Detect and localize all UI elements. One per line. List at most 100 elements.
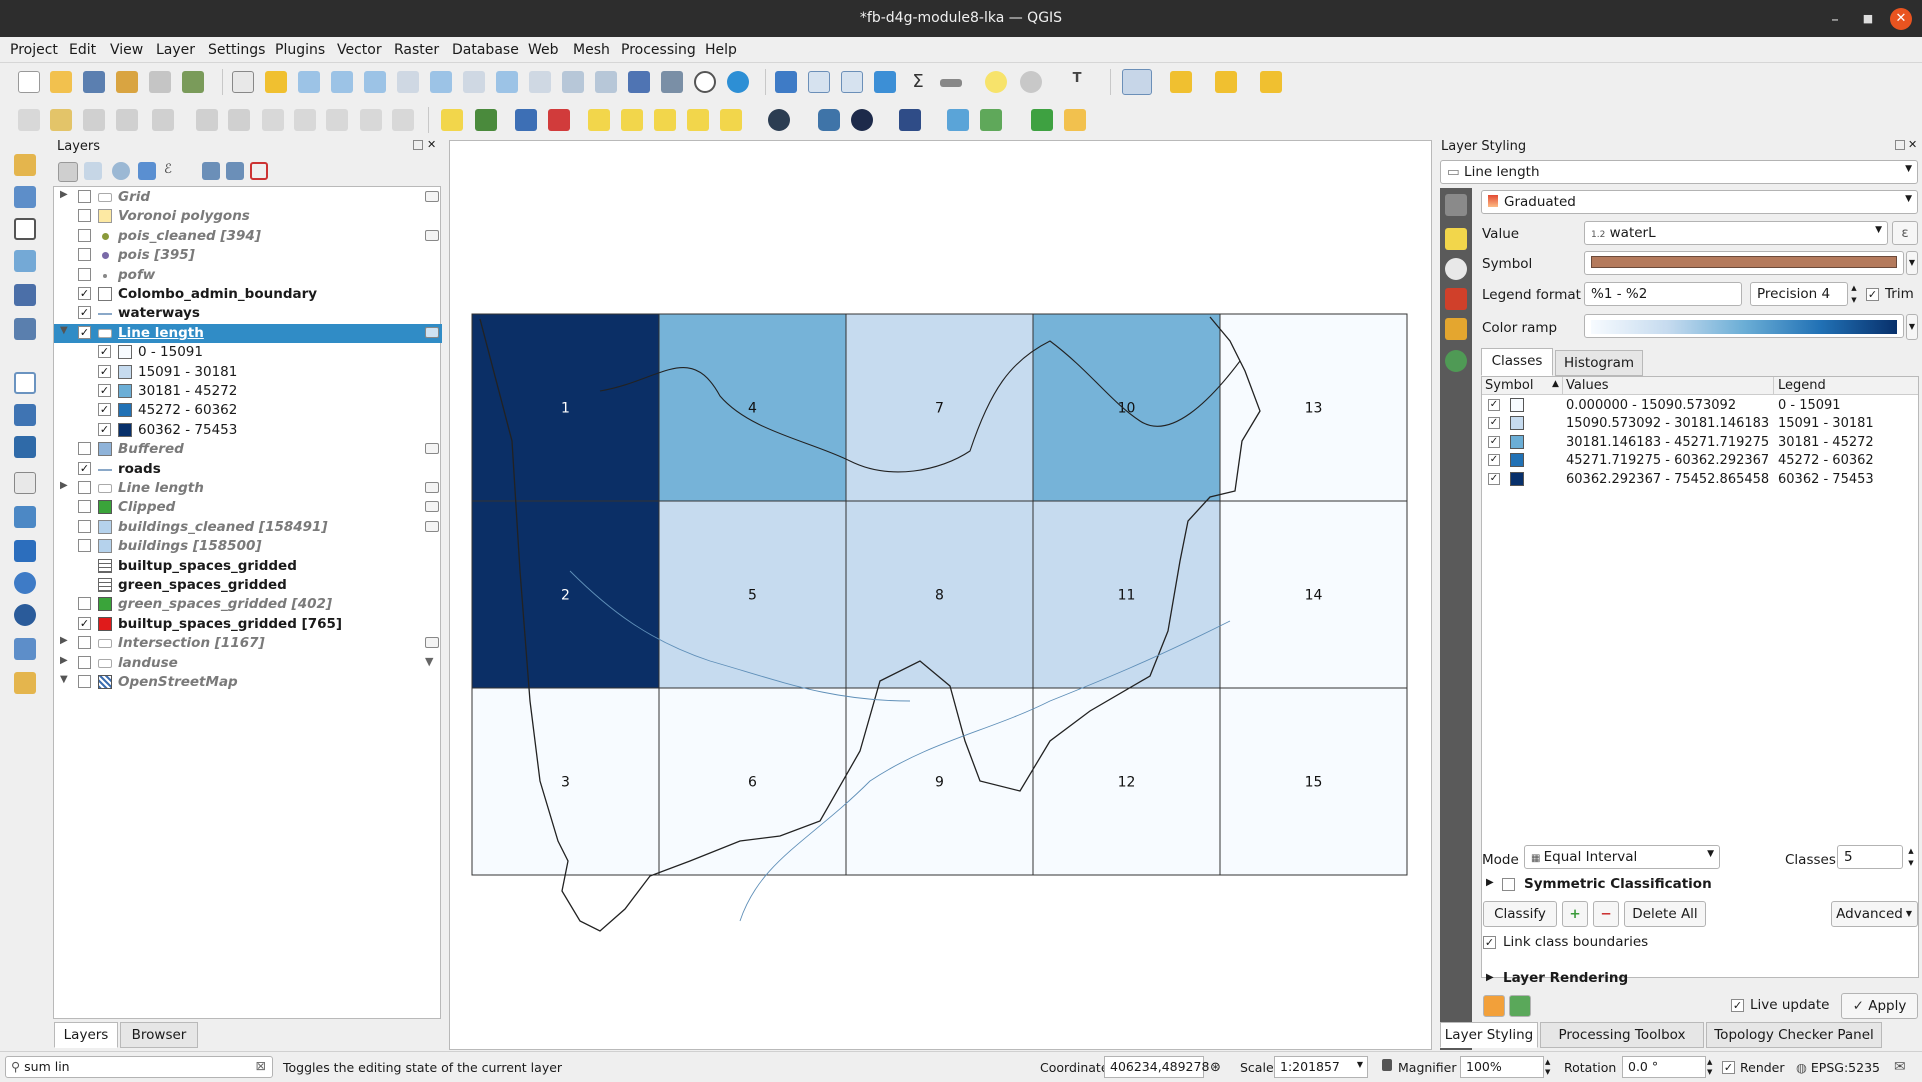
- statistics-icon[interactable]: Σ: [912, 71, 924, 92]
- undo-icon[interactable]: [360, 109, 382, 131]
- python-console-icon[interactable]: [818, 109, 840, 131]
- menu-processing[interactable]: Processing: [621, 42, 696, 58]
- class-visibility-checkbox[interactable]: ✓: [98, 403, 111, 417]
- text-annotation-icon[interactable]: T: [1072, 71, 1082, 86]
- measure-icon[interactable]: [940, 79, 962, 87]
- open-project-icon[interactable]: [50, 71, 72, 93]
- toggle-editing-icon[interactable]: [50, 109, 72, 131]
- tab-layers[interactable]: Layers: [54, 1022, 118, 1048]
- class-visibility-checkbox[interactable]: ✓: [98, 364, 111, 378]
- expand-rendering-icon[interactable]: ▶: [1486, 972, 1494, 983]
- new-3d-view-icon[interactable]: [595, 71, 617, 93]
- layer-item[interactable]: ✓ waterways: [54, 304, 442, 323]
- diagrams-icon[interactable]: [1445, 318, 1467, 340]
- mode-select[interactable]: ▦ Equal Interval ▼: [1524, 845, 1720, 869]
- add-mesh-icon[interactable]: [14, 250, 36, 272]
- class-row-swatch[interactable]: [1510, 471, 1524, 486]
- minimize-icon[interactable]: –: [1831, 10, 1839, 28]
- globe-plugin-icon[interactable]: [851, 109, 873, 131]
- modify-attributes-icon[interactable]: [196, 109, 218, 131]
- layer-item[interactable]: ✓ Colombo_admin_boundary: [54, 285, 442, 304]
- expand-arrow-icon[interactable]: ▼: [60, 674, 68, 685]
- layer-visibility-checkbox[interactable]: [78, 539, 91, 553]
- map-canvas[interactable]: 1 4 7 10 13 2 5 8 11 14 3 6 9 12 15: [449, 140, 1432, 1050]
- show-bookmarks-icon[interactable]: [661, 71, 683, 93]
- select-location-icon[interactable]: [1260, 71, 1282, 93]
- trim-checkbox[interactable]: ✓: [1866, 288, 1879, 301]
- layer-item[interactable]: Buffered: [54, 440, 442, 459]
- class-row-swatch[interactable]: [1510, 416, 1524, 431]
- delete-all-button[interactable]: Delete All: [1624, 901, 1706, 927]
- class-visibility-checkbox[interactable]: ✓: [98, 384, 111, 397]
- layer-item[interactable]: ▼ ✓ Line length: [54, 323, 442, 343]
- float-panel-icon[interactable]: [413, 140, 423, 150]
- map-tips-icon[interactable]: [985, 71, 1007, 93]
- layer-visibility-checkbox[interactable]: ✓: [78, 616, 91, 630]
- undo-style-icon[interactable]: [1483, 995, 1505, 1017]
- layer-visibility-checkbox[interactable]: [78, 481, 91, 494]
- crs-button[interactable]: ◍ EPSG:5235: [1796, 1060, 1880, 1075]
- menu-web[interactable]: Web: [528, 42, 559, 58]
- tab-topology-checker[interactable]: Topology Checker Panel: [1706, 1022, 1882, 1048]
- scale-combo[interactable]: 1:201857 ▼: [1274, 1056, 1368, 1078]
- layer-item[interactable]: buildings [158500]: [54, 537, 442, 556]
- new-temp-layer-icon[interactable]: [14, 472, 36, 494]
- copy-features-icon[interactable]: [294, 109, 316, 131]
- field-calculator-icon[interactable]: [841, 71, 863, 93]
- data-source-manager-icon[interactable]: [14, 154, 36, 176]
- cut-features-icon[interactable]: [262, 109, 284, 131]
- label-hide-icon[interactable]: [548, 109, 570, 131]
- header-legend[interactable]: Legend: [1778, 378, 1826, 393]
- layer-item[interactable]: pofw: [54, 266, 442, 285]
- menu-mesh[interactable]: Mesh: [573, 42, 610, 58]
- class-row-values[interactable]: 60362.292367 - 75452.865458: [1566, 471, 1770, 487]
- remove-class-icon[interactable]: −: [1593, 901, 1619, 927]
- label-pin-icon[interactable]: [515, 109, 537, 131]
- layer-visibility-checkbox[interactable]: [78, 675, 91, 688]
- coordinate-field[interactable]: 406234,489278: [1104, 1056, 1209, 1078]
- save-as-icon[interactable]: [116, 71, 138, 93]
- class-row-legend[interactable]: 45272 - 60362: [1778, 453, 1874, 469]
- redo-icon[interactable]: [392, 109, 414, 131]
- class-row-checkbox[interactable]: ✓: [1488, 454, 1500, 467]
- save-project-icon[interactable]: [83, 71, 105, 93]
- zoom-in-icon[interactable]: [298, 71, 320, 93]
- add-class-icon[interactable]: +: [1562, 901, 1588, 927]
- current-edits-icon[interactable]: [18, 109, 40, 131]
- history-icon[interactable]: [1445, 350, 1467, 372]
- layer-visibility-checkbox[interactable]: [78, 267, 91, 281]
- raster-calc-icon[interactable]: [980, 109, 1002, 131]
- class-row-values[interactable]: 30181.146183 - 45271.719275: [1566, 434, 1770, 450]
- layer-item[interactable]: ▶ Intersection [1167]: [54, 634, 442, 653]
- layer-item[interactable]: builtup_spaces_gridded: [54, 557, 442, 576]
- layer-visibility-checkbox[interactable]: ✓: [78, 325, 91, 339]
- refresh-icon[interactable]: [727, 71, 749, 93]
- layer-labeling-icon[interactable]: [475, 109, 497, 131]
- add-virtual-icon[interactable]: [14, 318, 36, 340]
- legend-format-input[interactable]: %1 - %2: [1584, 282, 1742, 306]
- classes-spinbox[interactable]: 5: [1837, 845, 1903, 869]
- layer-visibility-checkbox[interactable]: [78, 209, 91, 223]
- expand-all-icon[interactable]: [202, 162, 220, 180]
- add-wms-icon[interactable]: [14, 506, 36, 528]
- layer-item[interactable]: pois [395]: [54, 246, 442, 265]
- pan-icon[interactable]: [232, 71, 254, 93]
- class-row-legend[interactable]: 15091 - 30181: [1778, 416, 1874, 432]
- add-wcs-icon[interactable]: [14, 572, 36, 594]
- zoom-out-icon[interactable]: [331, 71, 353, 93]
- label-rotate-icon[interactable]: [654, 109, 676, 131]
- delete-selected-icon[interactable]: [228, 109, 250, 131]
- menu-plugins[interactable]: Plugins: [275, 42, 326, 58]
- close-styling-icon[interactable]: ✕: [1908, 138, 1918, 151]
- print-layout-icon[interactable]: [149, 71, 171, 93]
- add-delimited-icon[interactable]: [14, 284, 36, 306]
- precision-stepper[interactable]: ▲ ▼: [1851, 284, 1857, 304]
- render-checkbox[interactable]: ✓: [1722, 1061, 1735, 1074]
- add-raster-icon[interactable]: [14, 218, 36, 240]
- expand-arrow-icon[interactable]: ▶: [60, 654, 68, 666]
- layer-select[interactable]: ▭ Line length ▼: [1440, 160, 1918, 184]
- symbol-button[interactable]: [1584, 251, 1904, 275]
- live-update-checkbox[interactable]: ✓: [1731, 999, 1744, 1012]
- 3d-view-icon[interactable]: [1445, 288, 1467, 310]
- class-row[interactable]: ✓ 45271.719275 - 60362.292367 45272 - 6036…: [1482, 452, 1918, 470]
